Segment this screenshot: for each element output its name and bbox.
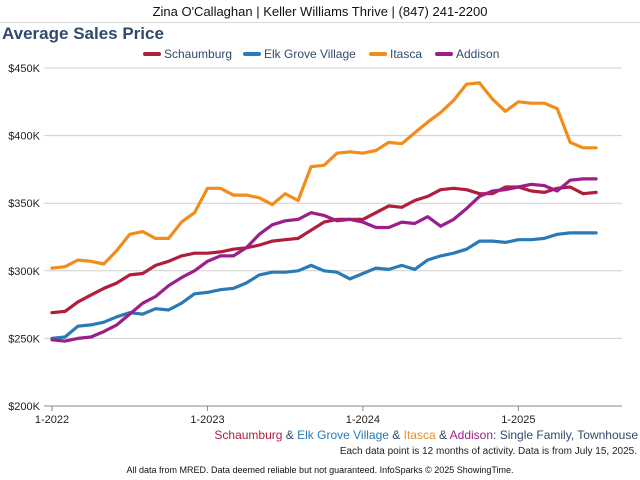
- y-tick-label: $250K: [8, 333, 40, 345]
- data-note: Each data point is 12 months of activity…: [339, 446, 637, 457]
- subtitle-part-0: Schaumburg: [214, 428, 283, 442]
- y-tick-label: $450K: [8, 63, 40, 75]
- y-tick-label: $300K: [8, 266, 40, 278]
- legend-label: Addison: [456, 47, 499, 61]
- subtitle-part-6: Addison: [449, 428, 494, 442]
- y-tick-label: $200K: [8, 401, 40, 413]
- chart-title: Average Sales Price: [2, 24, 164, 43]
- subtitle-part-1: &: [282, 428, 298, 442]
- legend-label: Schaumburg: [164, 47, 232, 61]
- subtitle-part-4: Itasca: [403, 428, 436, 442]
- subtitle-part-3: &: [388, 428, 404, 442]
- subtitle-part-5: &: [435, 428, 450, 442]
- series-line-elk-grove-village: [50, 231, 598, 340]
- y-tick-label: $400K: [8, 131, 40, 143]
- y-tick-label: $350K: [8, 198, 40, 210]
- agent-line: Zina O'Callaghan | Keller Williams Thriv…: [152, 3, 488, 19]
- x-tick-label: 1-2022: [35, 414, 69, 426]
- x-tick-label: 1-2023: [190, 414, 224, 426]
- series-line-itasca: [50, 81, 598, 270]
- legend-label: Itasca: [390, 47, 422, 61]
- legend-label: Elk Grove Village: [264, 47, 356, 61]
- x-tick-label: 1-2025: [501, 414, 535, 426]
- series-line-schaumburg: [50, 185, 598, 315]
- subtitle-part-2: Elk Grove Village: [297, 428, 389, 442]
- agent-header: Zina O'Callaghan | Keller Williams Thriv…: [0, 0, 640, 23]
- disclaimer: All data from MRED. Data deemed reliable…: [126, 465, 514, 475]
- chart-subtitle: Schaumburg & Elk Grove Village & Itasca …: [214, 428, 638, 442]
- x-tick-label: 1-2024: [346, 414, 380, 426]
- subtitle-part-7: : Single Family, Townhouse: [493, 428, 638, 442]
- series-line-addison: [50, 177, 598, 343]
